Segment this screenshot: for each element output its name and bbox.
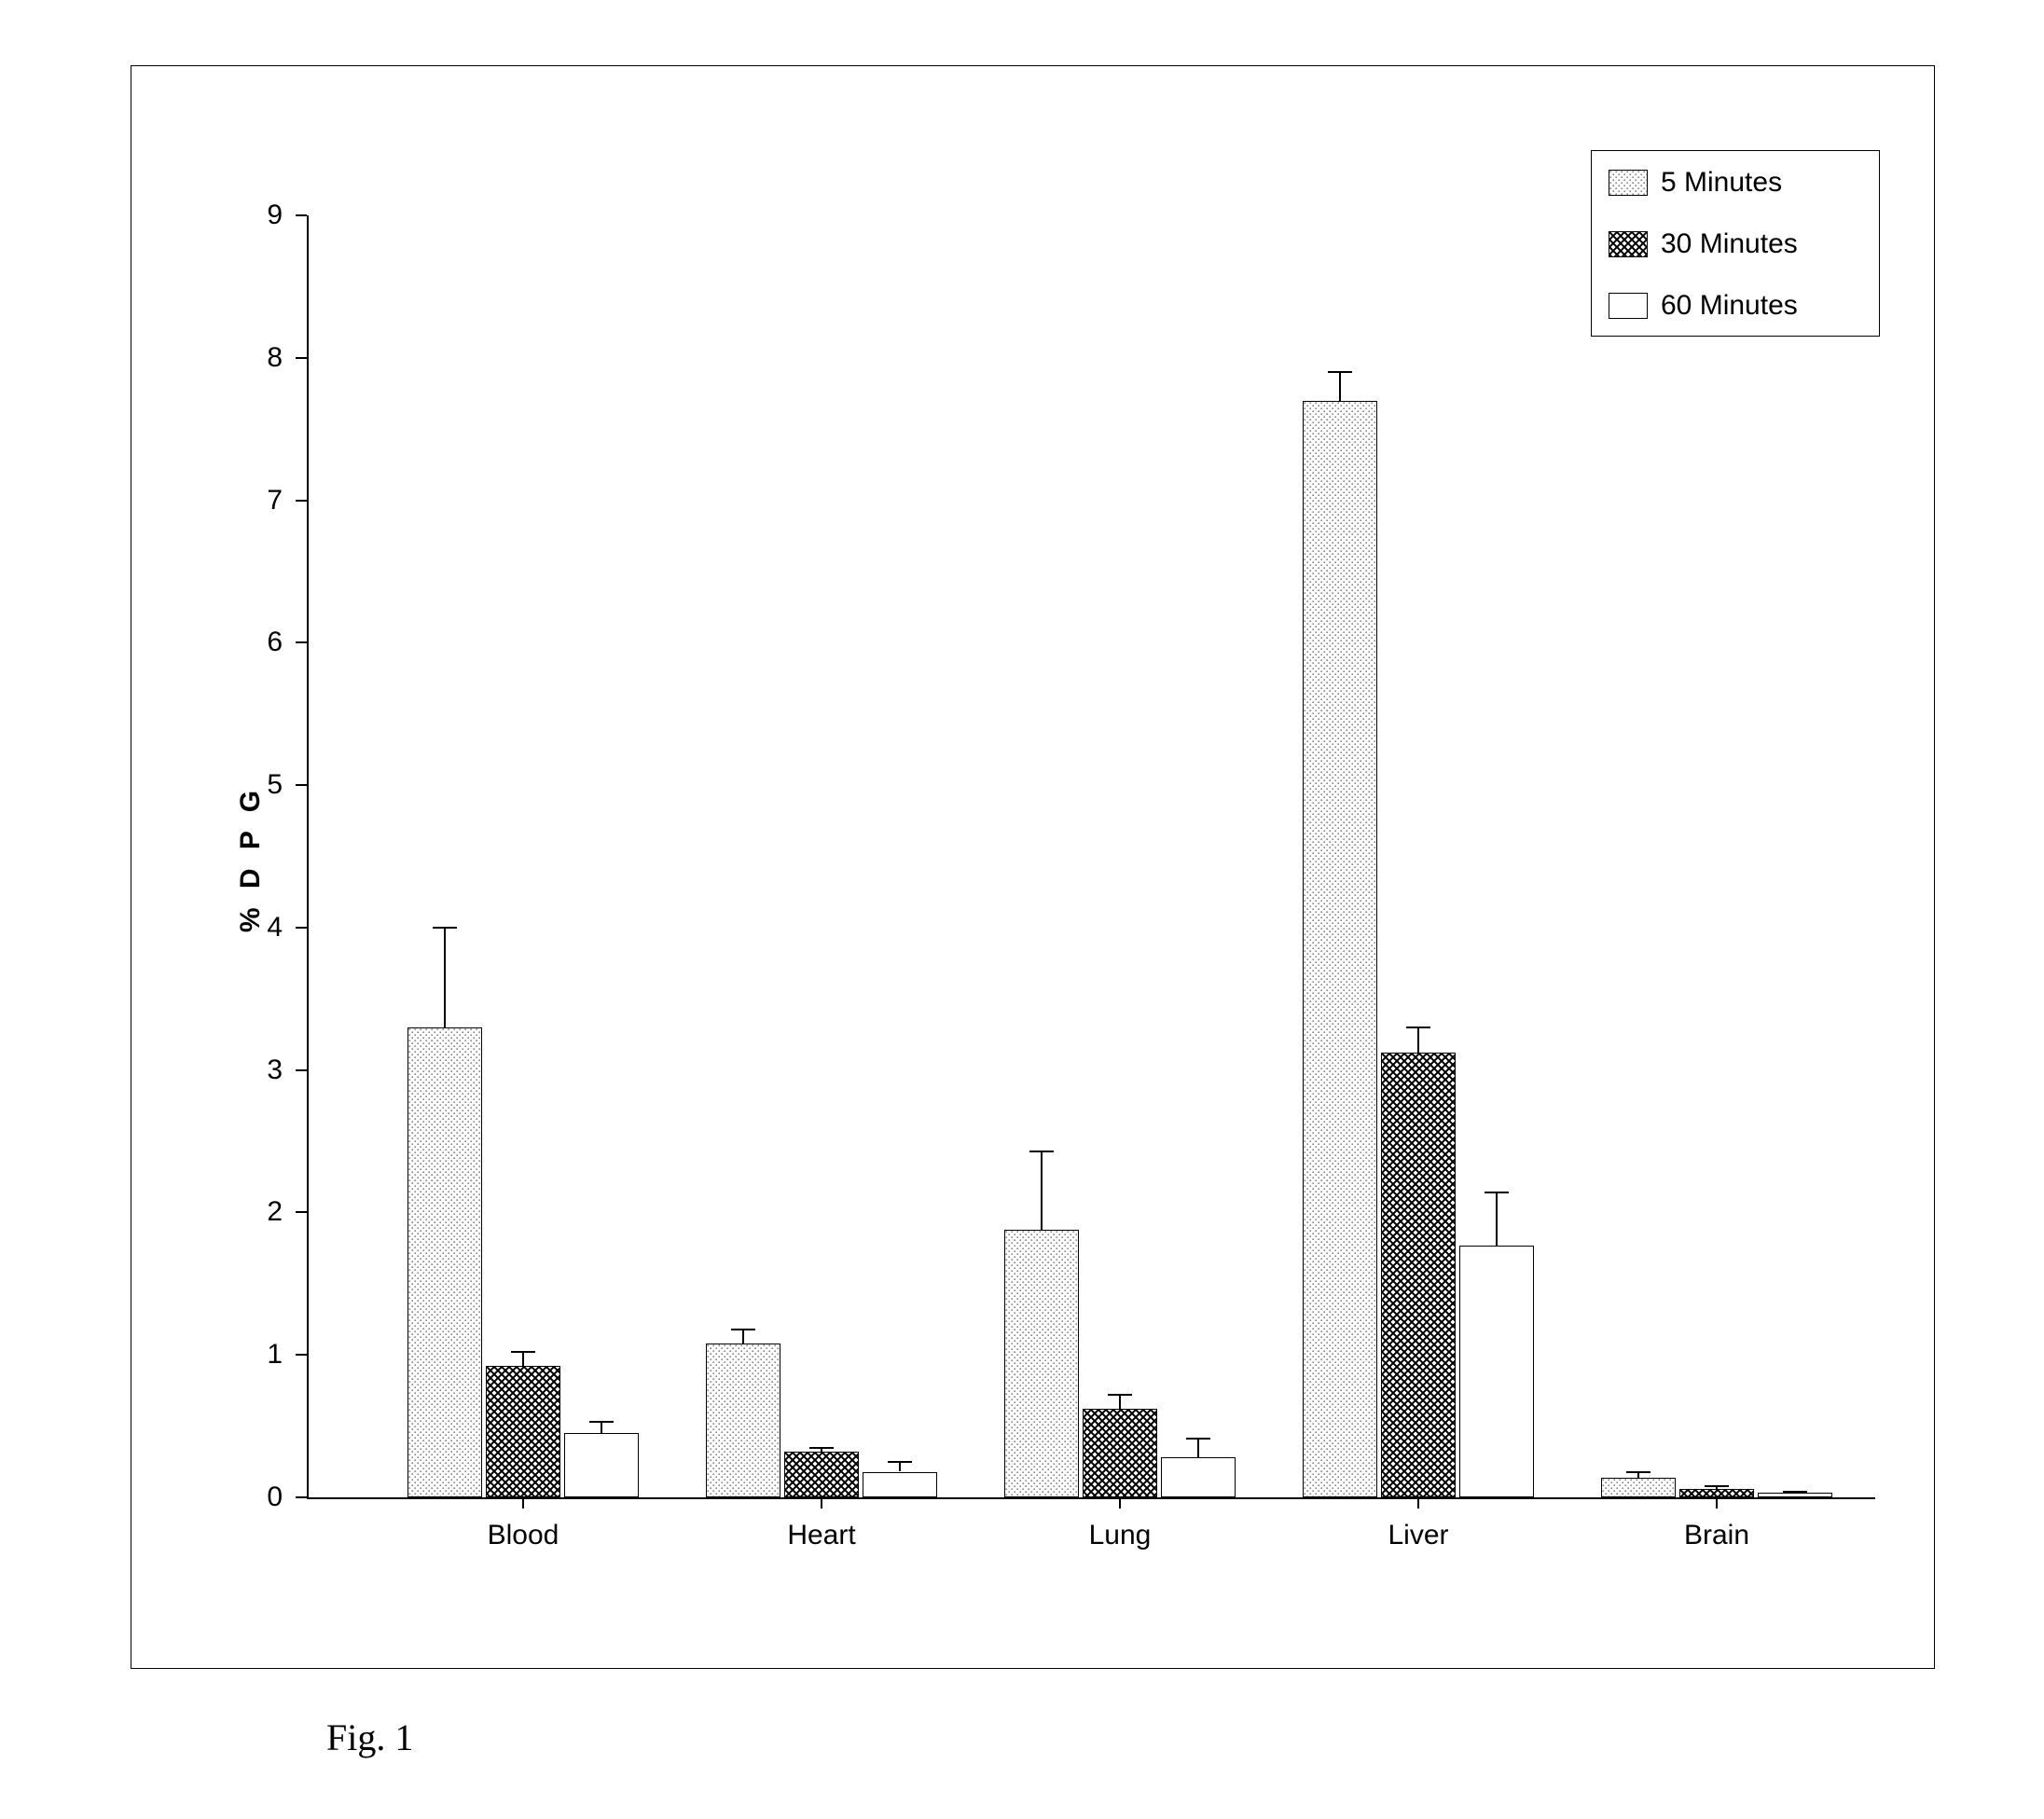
x-tick (821, 1497, 822, 1509)
error-bar-cap (589, 1421, 614, 1423)
y-axis-title: % D P G (235, 719, 267, 999)
bar-heart-s5 (706, 1344, 780, 1497)
bar-blood-s5 (407, 1027, 482, 1497)
x-tick (1716, 1497, 1718, 1509)
error-bar (444, 928, 446, 1027)
legend-swatch (1609, 231, 1648, 257)
legend-item: 5 Minutes (1609, 170, 1782, 196)
error-bar-cap (1783, 1491, 1807, 1493)
figure-caption: Fig. 1 (326, 1716, 413, 1759)
y-axis-line (307, 215, 309, 1499)
error-bar (1041, 1151, 1043, 1230)
y-tick (296, 784, 307, 786)
bar-brain-s60 (1758, 1493, 1832, 1497)
legend-item: 30 Minutes (1609, 231, 1798, 257)
error-bar-cap (1626, 1471, 1650, 1473)
bar-liver-s60 (1459, 1246, 1534, 1497)
error-bar-cap (731, 1329, 755, 1330)
error-bar-cap (809, 1447, 834, 1449)
x-tick (1417, 1497, 1419, 1509)
y-tick (296, 357, 307, 359)
bar-lung-s30 (1083, 1409, 1157, 1497)
y-tick-label: 8 (232, 342, 283, 374)
y-tick-label: 9 (232, 200, 283, 231)
x-tick (522, 1497, 524, 1509)
legend-label: 5 Minutes (1661, 167, 1782, 199)
bar-liver-s30 (1381, 1053, 1456, 1497)
y-tick (296, 1211, 307, 1213)
bar-heart-s60 (863, 1472, 937, 1498)
error-bar-cap (511, 1351, 535, 1353)
y-tick (296, 641, 307, 643)
legend-swatch (1609, 293, 1648, 319)
legend-item: 60 Minutes (1609, 293, 1798, 319)
error-bar (899, 1462, 901, 1472)
error-bar-cap (888, 1461, 912, 1463)
plot-area: 0123456789% D P GBloodHeartLungLiverBrai… (309, 215, 1875, 1497)
y-tick-label: 3 (232, 1054, 283, 1086)
error-bar (1119, 1395, 1121, 1409)
error-bar (601, 1422, 602, 1433)
chart-panel: 0123456789% D P GBloodHeartLungLiverBrai… (131, 65, 1935, 1669)
error-bar-cap (1705, 1485, 1729, 1487)
y-tick (296, 1496, 307, 1498)
y-tick (296, 1069, 307, 1071)
y-tick-label: 2 (232, 1196, 283, 1228)
bar-brain-s5 (1601, 1478, 1676, 1497)
error-bar (1197, 1439, 1199, 1457)
y-tick-label: 6 (232, 627, 283, 658)
y-tick-label: 0 (232, 1481, 283, 1513)
error-bar-cap (1108, 1394, 1132, 1396)
error-bar-cap (1328, 371, 1352, 373)
y-tick-label: 7 (232, 485, 283, 517)
x-category-label: Blood (488, 1520, 559, 1551)
y-tick (296, 500, 307, 502)
error-bar (742, 1330, 744, 1344)
error-bar (522, 1352, 524, 1366)
bar-blood-s30 (486, 1366, 560, 1497)
bar-lung-s5 (1004, 1230, 1079, 1497)
y-tick-label: 1 (232, 1339, 283, 1371)
legend-label: 60 Minutes (1661, 290, 1798, 322)
legend-box: 5 Minutes 30 Minutes 60 Minutes (1591, 150, 1880, 337)
x-category-label: Heart (787, 1520, 855, 1551)
bar-blood-s60 (564, 1433, 639, 1497)
bar-brain-s30 (1679, 1489, 1754, 1497)
error-bar-cap (1029, 1151, 1054, 1152)
legend-label: 30 Minutes (1661, 228, 1798, 260)
legend-swatch (1609, 170, 1648, 196)
x-category-label: Liver (1388, 1520, 1448, 1551)
bar-liver-s5 (1303, 401, 1377, 1497)
error-bar-cap (1406, 1027, 1430, 1028)
x-tick (1119, 1497, 1121, 1509)
error-bar-cap (1186, 1438, 1210, 1440)
x-axis-line (309, 1497, 1875, 1499)
x-category-label: Lung (1089, 1520, 1152, 1551)
y-tick (296, 214, 307, 216)
y-tick (296, 927, 307, 929)
bar-heart-s30 (784, 1452, 859, 1497)
y-tick (296, 1354, 307, 1356)
error-bar (1339, 372, 1341, 401)
figure-canvas: 0123456789% D P GBloodHeartLungLiverBrai… (0, 0, 2044, 1819)
error-bar-cap (433, 927, 457, 929)
error-bar (1417, 1027, 1419, 1054)
error-bar (1496, 1192, 1498, 1246)
bar-lung-s60 (1161, 1457, 1236, 1497)
x-category-label: Brain (1684, 1520, 1749, 1551)
error-bar-cap (1485, 1192, 1509, 1193)
